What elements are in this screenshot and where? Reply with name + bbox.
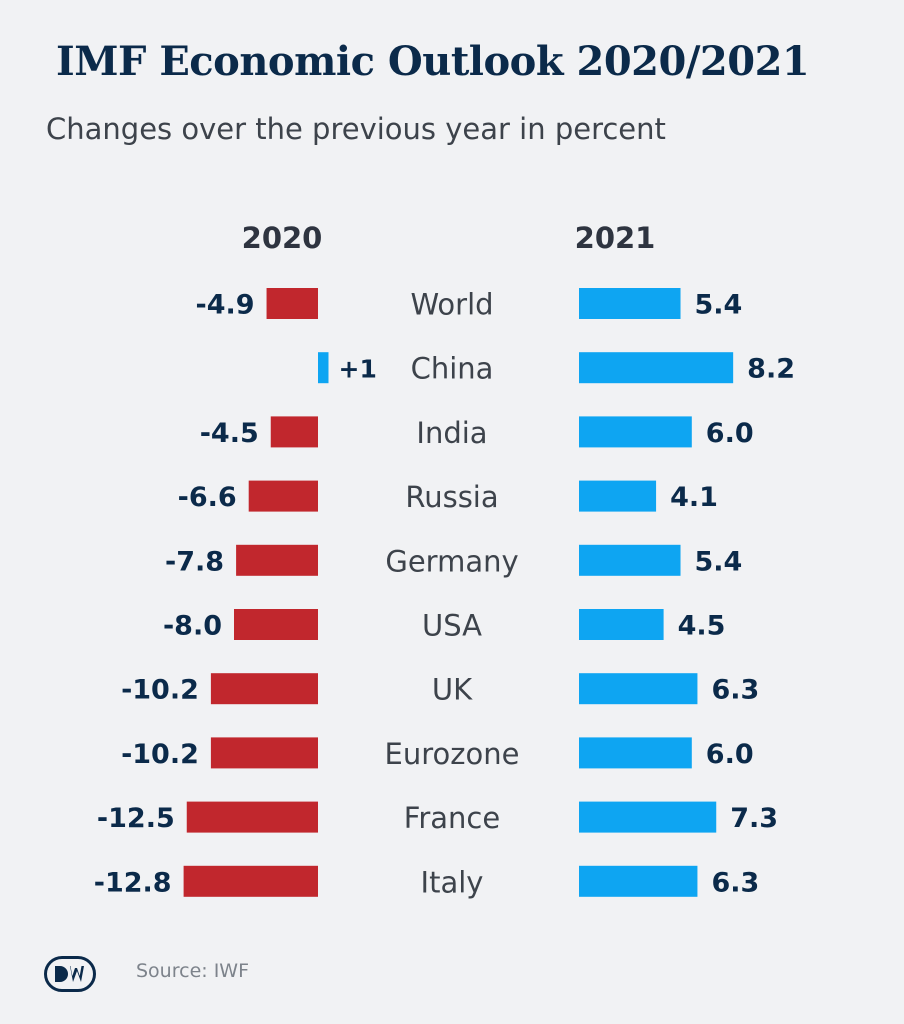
value-label-2021: 6.0 xyxy=(706,418,754,449)
bar-2020 xyxy=(266,288,318,319)
value-label-2020: -10.2 xyxy=(121,675,199,706)
value-label-2021: 4.1 xyxy=(670,482,718,513)
value-label-2021: 6.3 xyxy=(711,867,759,898)
value-label-2020: -10.2 xyxy=(121,739,199,770)
bar-2020 xyxy=(318,352,329,384)
bar-2021 xyxy=(579,673,698,705)
category-label: India xyxy=(416,416,487,450)
bar-2021 xyxy=(579,416,692,448)
value-label-2020: -12.8 xyxy=(94,867,172,898)
value-label-2020: -6.6 xyxy=(178,482,237,513)
bar-2021 xyxy=(579,544,681,576)
category-label: World xyxy=(410,288,493,322)
bar-2021 xyxy=(579,737,692,769)
category-label: China xyxy=(411,352,494,386)
bar-2020 xyxy=(210,673,318,705)
value-label-2020: -7.8 xyxy=(165,546,224,577)
bar-2020 xyxy=(234,609,318,640)
bar-2021 xyxy=(579,865,698,897)
bar-2020 xyxy=(183,865,318,897)
value-label-2020: -8.0 xyxy=(163,611,222,642)
bar-2021 xyxy=(579,609,664,640)
value-label-2021: 6.0 xyxy=(706,739,754,770)
bar-2021 xyxy=(579,352,734,384)
value-label-2020: -4.9 xyxy=(196,290,255,321)
bar-chart: 2020 2021 -4.9 World 5.4 +1 China 8.2 -4.5 India 6… xyxy=(94,221,795,899)
bar-2020 xyxy=(236,544,318,576)
bar-2020 xyxy=(210,737,318,769)
category-label: France xyxy=(404,801,500,835)
value-label-2021: 8.2 xyxy=(747,354,795,385)
category-label: Germany xyxy=(385,544,518,578)
value-label-2021: 4.5 xyxy=(678,611,726,642)
dw-logo xyxy=(44,956,96,992)
value-label-2020: +1 xyxy=(339,355,377,384)
bar-2020 xyxy=(186,801,318,833)
value-label-2021: 5.4 xyxy=(695,290,743,321)
bar-2021 xyxy=(579,801,717,833)
category-label: Italy xyxy=(421,865,484,899)
category-label: USA xyxy=(422,609,482,643)
category-label: Eurozone xyxy=(385,737,520,771)
chart-subtitle: Changes over the previous year in percen… xyxy=(46,112,666,146)
value-label-2021: 5.4 xyxy=(695,546,743,577)
category-label: UK xyxy=(432,673,473,707)
bar-2021 xyxy=(579,480,657,512)
category-label: Russia xyxy=(405,480,498,514)
series-header-2021: 2021 xyxy=(575,221,656,255)
bar-2020 xyxy=(270,416,318,448)
value-label-2020: -4.5 xyxy=(200,418,259,449)
chart-title: IMF Economic Outlook 2020/2021 xyxy=(56,38,810,85)
value-label-2021: 7.3 xyxy=(730,803,778,834)
bar-2021 xyxy=(579,288,681,319)
bar-2020 xyxy=(248,480,318,512)
value-label-2021: 6.3 xyxy=(711,675,759,706)
series-header-2020: 2020 xyxy=(242,221,323,255)
source-note: Source: IWF xyxy=(136,960,250,982)
value-label-2020: -12.5 xyxy=(97,803,175,834)
